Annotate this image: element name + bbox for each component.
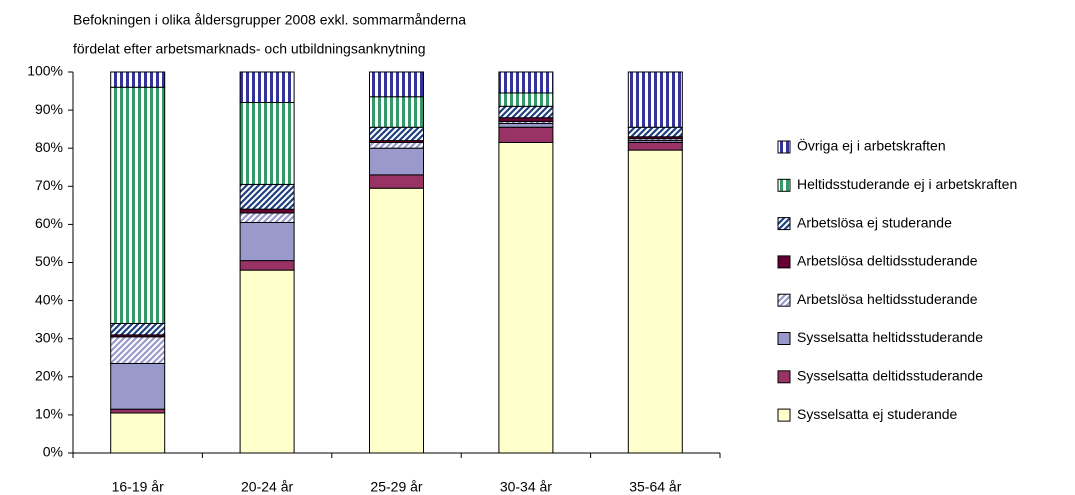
bar-segment <box>369 126 424 142</box>
bar-segment <box>110 71 166 88</box>
y-tick-label: 30% <box>35 329 63 345</box>
bar-segment <box>498 122 554 128</box>
bar-segment <box>498 105 554 119</box>
legend-swatch <box>777 178 791 192</box>
y-tick-label: 50% <box>35 253 63 269</box>
y-tick-label: 0% <box>43 444 63 460</box>
bar-segment <box>369 96 424 128</box>
chart-title: Befokningen i olika åldersgrupper 2008 e… <box>73 12 466 28</box>
legend-swatch <box>777 140 791 154</box>
x-tick-label: 20-24 år <box>241 479 293 495</box>
legend-label: Arbetslösa ej studerande <box>797 214 952 230</box>
bar-segment <box>110 412 166 454</box>
legend-label: Arbetslösa deltidsstuderande <box>797 253 978 269</box>
y-tick-label: 90% <box>35 101 63 117</box>
bar-segment <box>627 71 683 128</box>
y-tick-label: 20% <box>35 368 63 384</box>
bar-segment <box>110 336 166 364</box>
bar-segment <box>239 101 295 185</box>
legend-label: Sysselsatta deltidsstuderande <box>797 368 983 384</box>
x-tick-label: 25-29 år <box>370 479 422 495</box>
bar-segment <box>627 149 683 454</box>
y-tick-label: 10% <box>35 406 63 422</box>
bar-segment <box>239 221 295 262</box>
legend-swatch <box>777 293 791 307</box>
legend-swatch <box>777 408 791 422</box>
x-tick-label: 16-19 år <box>112 479 164 495</box>
bar-segment <box>369 187 424 454</box>
legend-swatch <box>777 255 791 269</box>
bar-segment <box>110 362 166 410</box>
bar-segment <box>110 408 166 414</box>
bar-segment <box>498 141 554 454</box>
bar-segment <box>239 208 295 214</box>
legend-swatch <box>777 370 791 384</box>
bar-segment <box>110 322 166 336</box>
bar-segment <box>239 212 295 223</box>
bar-segment <box>498 117 554 123</box>
legend-label: Sysselsatta ej studerande <box>797 406 958 422</box>
y-tick-label: 70% <box>35 177 63 193</box>
y-tick-label: 40% <box>35 291 63 307</box>
legend-swatch <box>777 332 791 345</box>
bar-segment <box>239 260 295 271</box>
y-tick-label: 100% <box>27 63 63 79</box>
legend-label: Heltidsstuderande ej i arbetskraften <box>797 176 1017 192</box>
bar-segment <box>627 141 683 151</box>
legend-label: Övriga ej i arbetskraften <box>797 137 946 154</box>
bar-segment <box>498 71 554 94</box>
bar-segment <box>369 141 424 149</box>
bar-segment <box>498 126 554 143</box>
legend-label: Arbetslösa heltidsstuderande <box>797 291 978 307</box>
y-tick-label: 60% <box>35 215 63 231</box>
chart-subtitle: fördelat efter arbetsmarknads- och utbil… <box>73 41 426 57</box>
bar-segment <box>239 269 295 454</box>
legend-label: Sysselsatta heltidsstuderande <box>797 329 983 345</box>
bar-segment <box>369 174 424 189</box>
y-tick-label: 80% <box>35 139 63 155</box>
bar-segment <box>239 71 295 103</box>
bar-segment <box>239 183 295 210</box>
bar-segment <box>110 86 166 324</box>
x-tick-label: 35-64 år <box>629 479 681 495</box>
bar-segment <box>627 126 683 138</box>
x-tick-label: 30-34 år <box>500 479 552 495</box>
legend-swatch <box>777 217 791 231</box>
bar-segment <box>498 92 554 107</box>
bar-segment <box>369 147 424 176</box>
bar-segment <box>369 71 424 98</box>
